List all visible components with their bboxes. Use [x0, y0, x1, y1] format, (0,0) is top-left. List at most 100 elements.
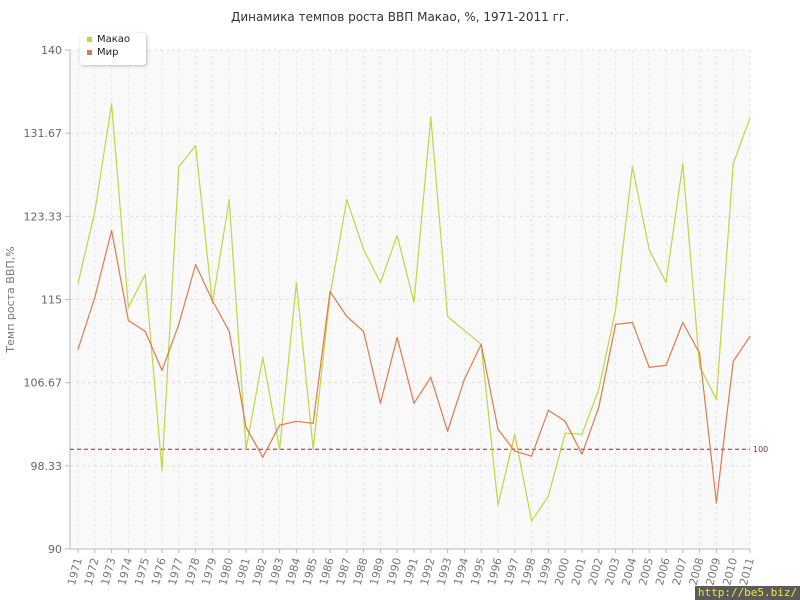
y-tick-label: 140	[41, 44, 62, 57]
y-tick-label: 131.67	[24, 127, 63, 140]
data-point	[531, 520, 533, 522]
data-point	[262, 356, 264, 358]
data-point	[144, 273, 146, 276]
data-point	[111, 103, 113, 105]
data-point	[161, 369, 163, 371]
data-point	[547, 495, 550, 497]
data-point	[732, 360, 734, 362]
data-point	[648, 366, 650, 368]
data-point	[615, 308, 617, 311]
data-point	[447, 430, 449, 432]
data-point	[732, 163, 734, 165]
data-point	[463, 378, 465, 380]
data-point	[497, 428, 499, 430]
reference-line-label: 100	[753, 445, 768, 454]
data-point	[211, 299, 213, 302]
y-tick-label: 98.33	[31, 460, 63, 473]
data-point	[178, 166, 180, 168]
data-point	[699, 365, 701, 367]
data-point	[77, 282, 79, 285]
data-point	[363, 249, 365, 251]
data-point	[94, 296, 96, 299]
y-tick-label: 90	[48, 543, 62, 556]
data-point	[749, 117, 751, 119]
data-point	[648, 249, 650, 251]
data-point	[581, 433, 583, 435]
legend-swatch	[87, 37, 92, 42]
legend-item-makao[interactable]: Макао	[80, 33, 146, 46]
data-point	[262, 456, 264, 458]
legend-item-world[interactable]: Мир	[80, 46, 146, 59]
data-point	[228, 199, 230, 201]
data-point	[94, 211, 96, 213]
data-point	[715, 398, 718, 400]
data-point	[564, 420, 566, 422]
data-point	[127, 306, 129, 309]
data-point	[598, 388, 600, 390]
y-tick-label: 115	[41, 294, 62, 307]
data-point	[396, 235, 398, 237]
data-point	[749, 335, 751, 338]
data-point	[111, 230, 113, 232]
data-point	[161, 469, 163, 471]
data-point	[463, 329, 465, 332]
data-point	[615, 323, 617, 326]
data-point	[514, 450, 516, 452]
data-point	[480, 343, 482, 346]
chart-title: Динамика темпов роста ВВП Макао, %, 1971…	[230, 10, 570, 24]
data-point	[295, 281, 297, 284]
data-point	[430, 116, 432, 118]
data-point	[396, 336, 398, 339]
legend: Макао Мир	[80, 33, 146, 65]
data-point	[279, 448, 281, 450]
data-point	[363, 330, 365, 333]
y-tick-label: 106.67	[24, 377, 63, 390]
data-point	[699, 352, 701, 354]
data-point	[329, 290, 331, 293]
data-point	[312, 422, 314, 424]
data-point	[195, 263, 197, 266]
y-axis-title: Темп роста ВВП,%	[4, 246, 17, 353]
watermark-link[interactable]: http://be5.biz/	[695, 586, 800, 600]
data-point	[312, 448, 314, 450]
data-point	[497, 504, 499, 506]
data-point	[127, 319, 129, 322]
data-point	[665, 364, 667, 366]
y-tick-label: 123.33	[24, 210, 63, 223]
legend-label: Макао	[97, 34, 131, 45]
data-point	[245, 426, 247, 428]
legend-label: Мир	[97, 47, 119, 58]
data-point	[581, 453, 583, 455]
data-point	[631, 321, 634, 324]
data-point	[346, 199, 348, 201]
data-point	[379, 281, 381, 284]
data-point	[228, 330, 230, 333]
data-point	[547, 409, 550, 411]
data-point	[682, 163, 684, 165]
data-point	[430, 376, 432, 378]
data-point	[346, 315, 348, 318]
data-point	[413, 301, 415, 304]
data-point	[665, 281, 667, 284]
data-point	[413, 402, 415, 404]
data-point	[514, 433, 516, 435]
data-point	[631, 166, 634, 168]
data-point	[531, 455, 533, 457]
data-point	[682, 321, 684, 324]
data-point	[279, 424, 281, 426]
data-point	[211, 302, 213, 305]
data-point	[598, 406, 600, 408]
data-point	[144, 330, 146, 333]
legend-swatch	[87, 50, 92, 55]
data-point	[379, 402, 381, 404]
data-point	[77, 348, 79, 350]
data-point	[245, 448, 247, 450]
x-tick-label: 2011	[737, 556, 757, 586]
data-point	[447, 315, 449, 318]
data-point	[178, 323, 180, 326]
data-point	[715, 502, 718, 504]
data-point	[295, 420, 297, 422]
data-point	[195, 145, 197, 147]
